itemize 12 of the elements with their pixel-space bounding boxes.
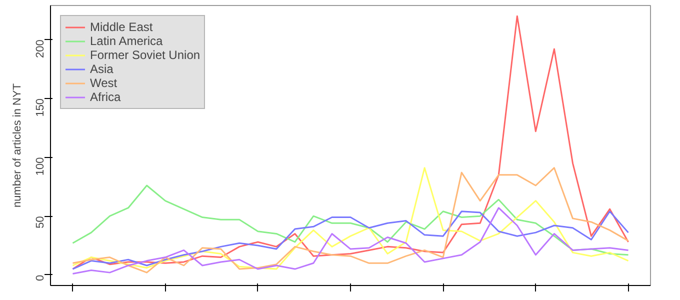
y-tick-label: 50 bbox=[34, 216, 46, 228]
y-tick-label: 200 bbox=[34, 40, 46, 58]
legend-label: Asia bbox=[90, 62, 114, 76]
y-axis-title: number of articles in NYT bbox=[12, 83, 24, 208]
y-tick-label: 0 bbox=[34, 274, 46, 282]
y-tick-label: 100 bbox=[34, 157, 46, 176]
legend-label: Middle East bbox=[90, 20, 153, 34]
legend-label: Africa bbox=[90, 90, 121, 104]
y-tick-label: 150 bbox=[34, 98, 46, 117]
legend-label: Latin America bbox=[90, 34, 163, 48]
legend-label: West bbox=[90, 76, 118, 90]
legend-label: Former Soviet Union bbox=[90, 48, 200, 62]
